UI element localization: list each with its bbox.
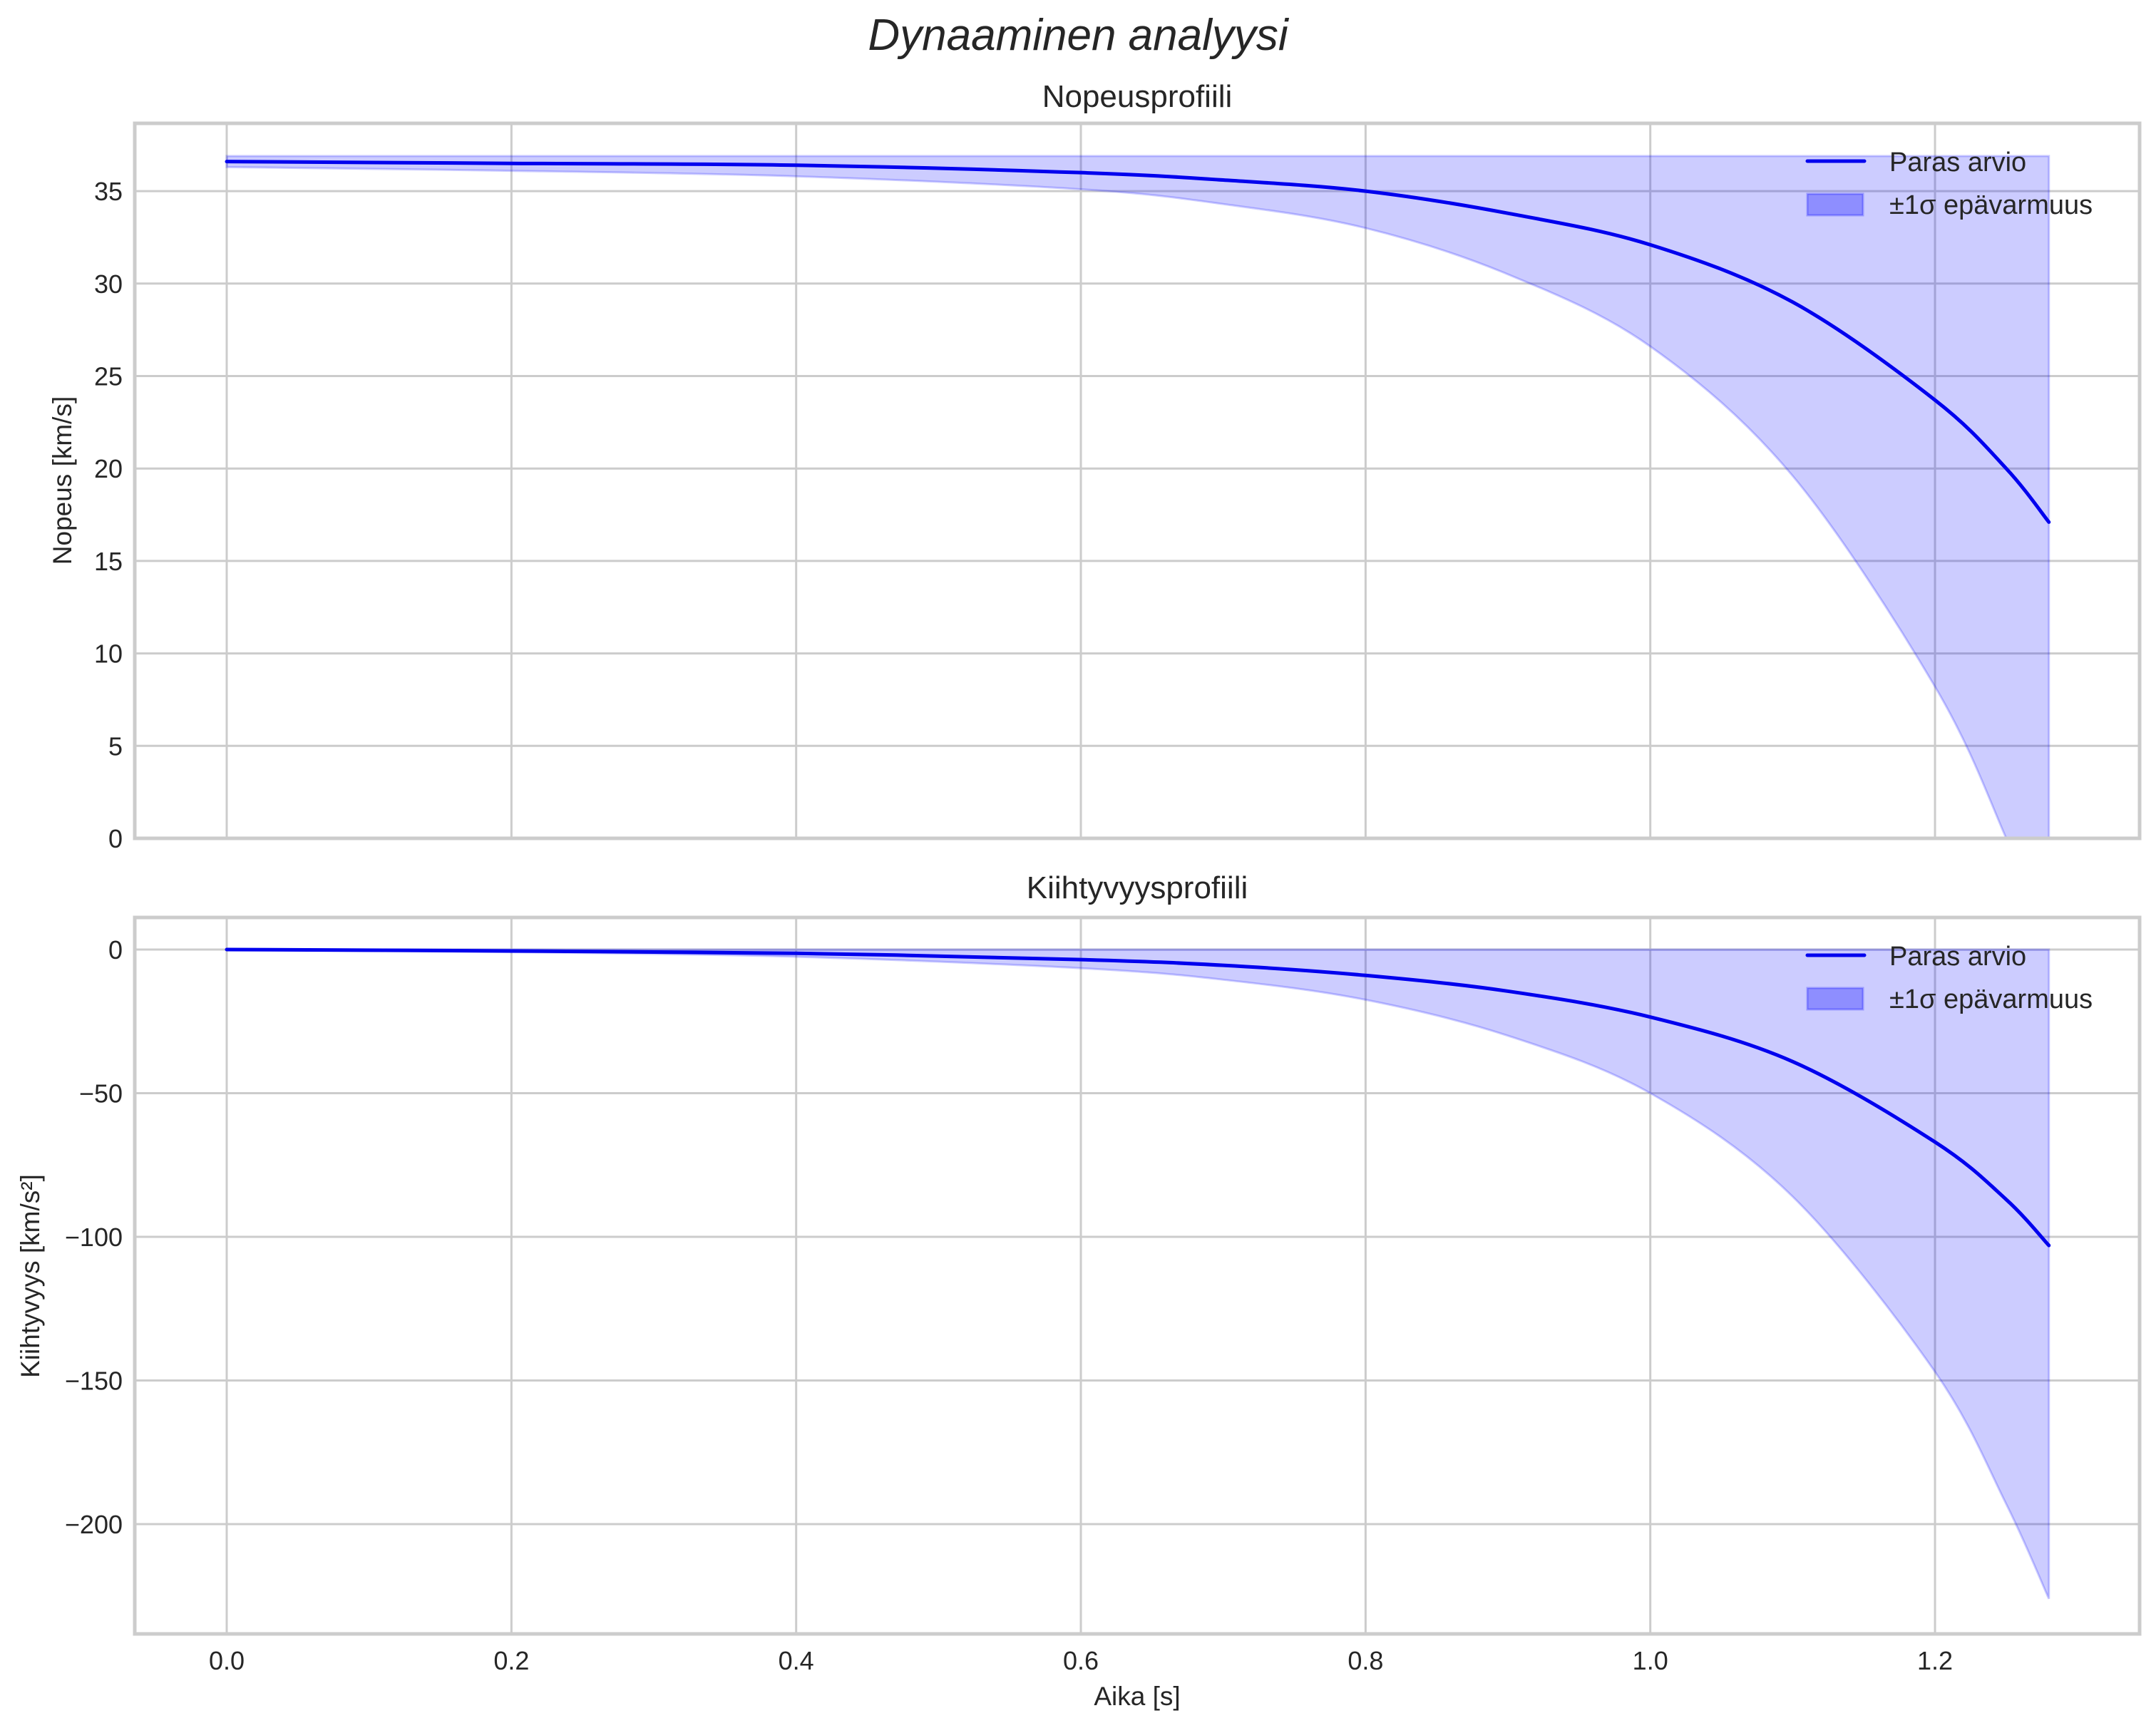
y-tick-label: −50 [79,1079,123,1109]
acceleration-legend: Paras arvio ±1σ epävarmuus [1805,942,2093,1014]
legend-band-swatch-icon [1806,987,1864,1011]
y-tick-label: 15 [94,547,123,576]
legend-label-best: Paras arvio [1889,148,2026,178]
acceleration-grid [135,917,2140,1634]
y-tick-label: 0 [108,824,123,853]
acceleration-y-ticks: 0 −50 −100 −150 −200 [65,935,123,1539]
x-tick-label: 0.0 [209,1646,245,1675]
legend-label-best: Paras arvio [1889,942,2026,972]
acceleration-best-estimate-line [225,947,2051,1248]
x-tick-label: 1.2 [1917,1646,1953,1675]
x-tick-label: 0.8 [1348,1646,1383,1675]
y-tick-label: 25 [94,362,123,391]
velocity-uncertainty-band [225,155,2050,838]
x-tick-label: 0.4 [779,1646,814,1675]
acceleration-panel: Kiihtyvyysprofiili 0 −50 −100 −150 −200 Kiih… [16,870,2142,1636]
velocity-y-ticks: 0 5 10 15 20 25 30 35 [94,177,123,853]
velocity-y-axis-label: Nopeus [km/s] [48,396,77,565]
x-tick-label: 1.0 [1633,1646,1668,1675]
y-tick-label: 10 [94,639,123,669]
velocity-panel: Nopeusprofiili 0 5 10 15 20 25 30 35 Nopeus [km… [48,79,2142,853]
y-tick-label: −150 [65,1367,123,1396]
velocity-panel-title: Nopeusprofiili [1042,79,1233,114]
x-tick-label: 0.2 [493,1646,529,1675]
acceleration-panel-title: Kiihtyvyysprofiili [1027,870,1248,905]
x-tick-label: 0.6 [1063,1646,1099,1675]
figure-title: Dynaaminen analyysi [868,11,1290,60]
legend-label-uncertainty: ±1σ epävarmuus [1889,190,2093,220]
y-tick-label: −100 [65,1223,123,1252]
acceleration-y-axis-label: Kiihtyvyys [km/s²] [16,1174,45,1378]
velocity-axes-frame [133,121,2142,840]
legend-label-uncertainty: ±1σ epävarmuus [1889,984,2093,1014]
y-tick-label: 35 [94,177,123,206]
velocity-best-estimate-line [225,160,2051,524]
y-tick-label: 30 [94,269,123,299]
acceleration-uncertainty-band [225,948,2050,1600]
x-axis-ticks: 0.0 0.2 0.4 0.6 0.8 1.0 1.2 [209,1646,1953,1675]
y-tick-label: 20 [94,454,123,483]
velocity-legend: Paras arvio ±1σ epävarmuus [1805,148,2093,220]
legend-band-swatch-icon [1806,192,1864,217]
velocity-grid [135,123,2140,840]
acceleration-axes-frame [133,915,2142,1636]
y-tick-label: 0 [108,935,123,965]
y-tick-label: −200 [65,1510,123,1539]
x-axis-label: Aika [s] [1094,1682,1180,1711]
y-tick-label: 5 [108,731,123,761]
